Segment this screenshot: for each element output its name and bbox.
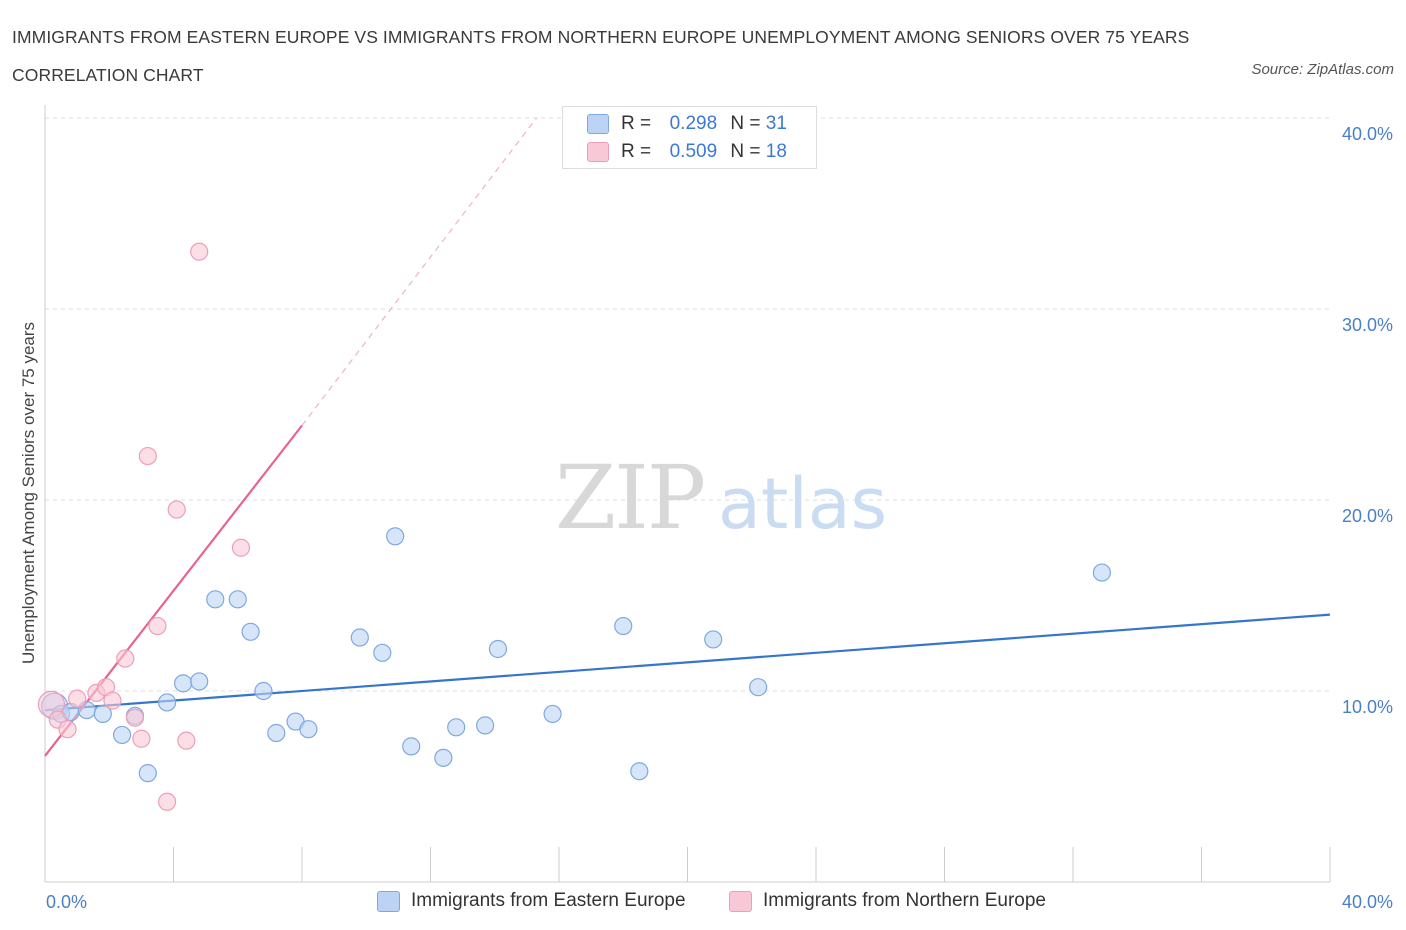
point-blue-13	[241, 622, 260, 641]
bottom-legend-eastern-label: Immigrants from Eastern Europe	[411, 890, 686, 911]
point-blue-11	[206, 590, 225, 609]
point-pink-13	[167, 500, 186, 519]
x-tick-label-1: 40.0%	[1342, 892, 1393, 912]
point-pink-11	[148, 616, 167, 636]
trend-line-pink-extension	[301, 117, 537, 426]
watermark-atlas: atlas	[718, 463, 887, 545]
y-tick-label-3: 40.0%	[1342, 124, 1393, 144]
point-blue-18	[350, 628, 369, 647]
point-blue-10	[190, 672, 209, 691]
correlation-legend: R = 0.298 N = 31 R = 0.509 N = 18	[562, 106, 817, 169]
point-pink-8	[125, 708, 145, 727]
trend-lines	[44, 117, 1331, 757]
point-pink-2	[58, 720, 77, 739]
point-pink-9	[132, 729, 151, 748]
legend-swatch-northern	[587, 142, 609, 162]
point-blue-9	[174, 674, 193, 693]
y-axis-label: Unemployment Among Seniors over 75 years	[19, 322, 38, 664]
point-blue-31	[1092, 563, 1112, 582]
legend-r-label: R =	[621, 113, 652, 134]
point-blue-28	[630, 762, 649, 781]
point-blue-20	[386, 527, 405, 546]
legend-row-eastern: R = 0.298 N = 31	[587, 110, 787, 138]
point-blue-15	[267, 723, 286, 743]
bottom-swatch-eastern	[377, 890, 400, 912]
source-credit: Source: ZipAtlas.com	[1251, 61, 1394, 78]
watermark-zip: ZIP	[555, 446, 704, 549]
point-blue-24	[476, 716, 495, 735]
trend-line-blue	[44, 613, 1331, 712]
point-blue-8	[157, 693, 177, 712]
legend-n-label: N =	[730, 113, 761, 134]
legend-row-northern: R = 0.509 N = 18	[587, 138, 787, 166]
point-pink-16	[231, 538, 251, 557]
point-pink-10	[138, 446, 157, 466]
legend-n-label: N =	[730, 141, 761, 162]
tick-labels: 10.0% 20.0% 30.0% 40.0% 0.0% 40.0%	[46, 124, 1393, 912]
point-pink-15	[190, 242, 209, 261]
trend-line-pink	[44, 424, 303, 757]
point-blue-17	[299, 720, 318, 739]
y-tick-label-2: 30.0%	[1342, 315, 1393, 335]
point-pink-3	[68, 689, 87, 708]
bottom-legend-northern: Immigrants from Northern Europe	[729, 890, 1046, 912]
legend-r-value-eastern: 0.298	[669, 113, 718, 134]
legend-r-label: R =	[621, 141, 652, 162]
point-pink-14	[177, 731, 196, 750]
point-pink-12	[157, 792, 177, 811]
point-blue-21	[402, 737, 421, 756]
point-blue-29	[704, 630, 723, 649]
legend-r-value-northern: 0.509	[669, 141, 718, 162]
point-blue-4	[93, 704, 112, 724]
legend-n-value-northern: 18	[765, 141, 787, 162]
x-tick-label-0: 0.0%	[46, 892, 87, 912]
point-blue-5	[112, 725, 132, 745]
bottom-swatch-northern	[729, 890, 752, 912]
point-blue-7	[138, 764, 157, 783]
bottom-legend-northern-label: Immigrants from Northern Europe	[763, 890, 1046, 911]
axes	[44, 105, 1331, 883]
point-blue-30	[749, 678, 768, 697]
point-blue-19	[373, 643, 392, 662]
data-points	[37, 242, 1112, 811]
point-pink-6	[103, 691, 122, 710]
bottom-legend-eastern: Immigrants from Eastern Europe	[377, 890, 686, 912]
legend-swatch-eastern	[587, 114, 609, 134]
y-tick-label-1: 20.0%	[1342, 506, 1393, 526]
chart-title: IMMIGRANTS FROM EASTERN EUROPE VS IMMIGR…	[12, 27, 1190, 85]
point-blue-12	[228, 590, 247, 609]
point-blue-26	[543, 704, 562, 724]
y-tick-label-0: 10.0%	[1342, 697, 1393, 717]
point-blue-23	[447, 718, 466, 737]
point-blue-14	[254, 681, 273, 701]
point-blue-27	[614, 616, 633, 636]
point-blue-22	[434, 748, 453, 767]
watermark: ZIP atlas	[555, 446, 887, 549]
point-blue-25	[488, 639, 508, 659]
point-pink-7	[116, 649, 135, 668]
legend-n-value-eastern: 31	[765, 113, 787, 134]
